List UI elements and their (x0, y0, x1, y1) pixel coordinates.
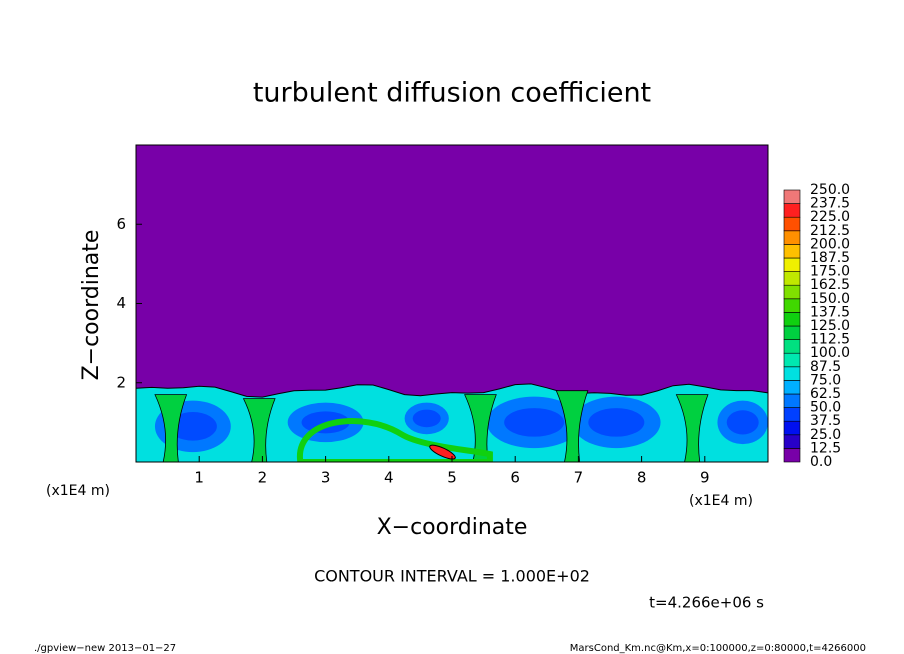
colorbar-box (783, 203, 801, 218)
colorbar-label: 137.5 (810, 304, 850, 320)
axis-unit: (x1E4 m) (46, 483, 110, 499)
colorbar-label: 0.0 (810, 454, 832, 470)
colorbar-label: 12.5 (810, 440, 841, 456)
field-region (242, 398, 276, 462)
footer-left: ./gpview−new 2013−01−27 (34, 643, 176, 654)
colorbar-label: 175.0 (810, 264, 850, 280)
field-region (726, 410, 759, 435)
field-region (675, 394, 709, 462)
field-region (168, 412, 217, 441)
colorbar-label: 112.5 (810, 332, 850, 348)
x-axis-label: X−coordinate (377, 515, 528, 540)
field-region (297, 418, 493, 462)
colorbar-box (783, 352, 801, 368)
y-axis-label: Z−coordinate (79, 230, 104, 381)
colorbar-label: 187.5 (810, 250, 850, 266)
colorbar-box (783, 298, 801, 313)
colorbar-label: 87.5 (810, 359, 841, 375)
x-tick-label: 7 (574, 469, 584, 487)
colorbar-label: 237.5 (810, 196, 850, 212)
colorbar-box (783, 244, 801, 259)
colorbar-box (783, 339, 801, 354)
colorbar-label: 50.0 (810, 400, 841, 416)
field-region (429, 444, 456, 460)
colorbar-box (783, 393, 801, 408)
colorbar-box (783, 312, 801, 327)
colorbar-label: 200.0 (810, 236, 850, 252)
x-tick-label: 5 (447, 469, 457, 487)
footer-right: MarsCond_Km.nc@Km,x=0:100000,z=0:80000,t… (570, 643, 866, 654)
colorbar-box (783, 271, 801, 286)
colorbar-label: 75.0 (810, 372, 841, 388)
field-region (504, 408, 565, 437)
colorbar-label: 225.0 (810, 209, 850, 225)
x-tick-label: 6 (510, 469, 520, 487)
colorbar-box (783, 257, 801, 272)
x-tick-label: 8 (637, 469, 647, 487)
colorbar-box (783, 407, 801, 422)
time-label: t=4.266e+06 s (649, 594, 764, 612)
colorbar-box (783, 366, 801, 381)
colorbar-box (783, 420, 801, 436)
x-tick-label: 3 (321, 469, 331, 487)
colorbar-box (783, 189, 801, 204)
colorbar-label: 37.5 (810, 413, 841, 429)
contour-interval: CONTOUR INTERVAL = 1.000E+02 (314, 567, 590, 586)
colorbar-label: 100.0 (810, 345, 850, 361)
colorbar-label: 62.5 (810, 386, 841, 402)
field-region (412, 409, 441, 428)
field-region (154, 394, 188, 462)
x-tick-label: 4 (384, 469, 394, 487)
x-tick-label: 9 (700, 469, 710, 487)
colorbar-box (783, 434, 801, 449)
colorbar-box (783, 448, 801, 463)
field (136, 145, 768, 462)
colorbar-label: 125.0 (810, 318, 850, 334)
field-region (555, 390, 589, 462)
colorbar-label: 162.5 (810, 277, 850, 293)
axis-unit: (x1E4 m) (689, 493, 753, 509)
colorbar-label: 25.0 (810, 427, 841, 443)
chart-title: turbulent diffusion coefficient (253, 78, 651, 109)
field-region (464, 394, 497, 462)
y-tick-label: 2 (116, 373, 126, 391)
colorbar-box (783, 216, 801, 232)
colorbar-box (783, 230, 801, 245)
y-tick-label: 6 (116, 215, 126, 233)
x-tick-label: 1 (194, 469, 204, 487)
colorbar-box (783, 284, 801, 300)
colorbar-label: 212.5 (810, 223, 850, 239)
colorbar-label: 150.0 (810, 291, 850, 307)
x-tick-label: 2 (258, 469, 268, 487)
field-region (588, 408, 645, 437)
colorbar-box (783, 325, 801, 340)
colorbar-label: 250.0 (810, 182, 850, 198)
colorbar-box (783, 380, 801, 395)
y-tick-label: 4 (116, 294, 126, 312)
